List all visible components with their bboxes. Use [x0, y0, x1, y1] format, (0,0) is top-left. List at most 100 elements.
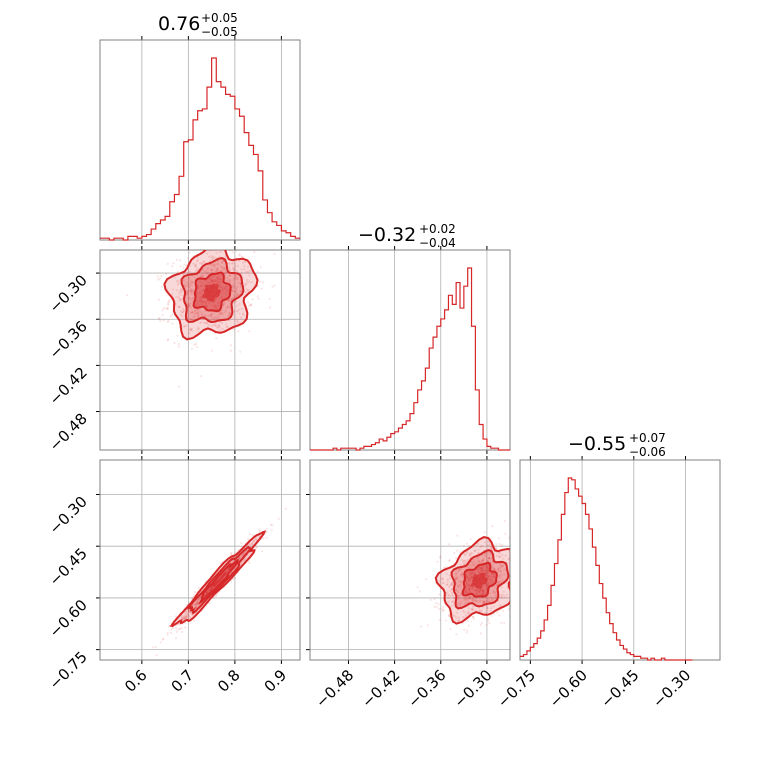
- sample-point: [229, 250, 232, 252]
- sample-point: [456, 570, 459, 574]
- sample-point: [487, 567, 490, 570]
- sample-point: [463, 596, 466, 600]
- sample-point: [188, 332, 191, 335]
- sample-point: [485, 585, 488, 588]
- sample-point: [469, 586, 472, 589]
- sample-point: [500, 573, 503, 576]
- sample-point: [456, 584, 459, 587]
- sample-point: [273, 284, 276, 287]
- sample-point: [211, 304, 214, 307]
- y-tick-label-p3: −0.45: [46, 544, 91, 589]
- sample-point: [469, 571, 472, 574]
- sample-point: [490, 579, 493, 582]
- sample-point: [469, 572, 472, 575]
- sample-point: [248, 269, 251, 273]
- sample-point: [126, 294, 129, 297]
- sample-point: [531, 556, 533, 558]
- sample-point: [176, 270, 179, 274]
- sample-point: [178, 297, 181, 300]
- sample-point: [166, 633, 169, 636]
- sample-point: [182, 279, 186, 282]
- sample-point: [457, 619, 460, 622]
- sample-point: [240, 271, 243, 274]
- sample-point: [229, 281, 232, 284]
- sample-point: [179, 310, 183, 313]
- sample-point: [249, 303, 252, 306]
- sample-point: [191, 289, 194, 292]
- histogram-p2: [310, 267, 510, 451]
- sample-point: [167, 319, 170, 322]
- sample-point: [495, 583, 498, 586]
- title-p1-value: 0.76: [158, 13, 200, 35]
- sample-point: [457, 568, 461, 572]
- sample-point: [211, 275, 214, 278]
- sample-point: [221, 327, 224, 331]
- sample-point: [486, 565, 489, 568]
- sample-point: [165, 272, 168, 276]
- sample-point: [196, 308, 199, 311]
- sample-point: [223, 287, 226, 290]
- sample-point: [465, 582, 468, 585]
- sample-point: [183, 325, 186, 328]
- sample-point: [184, 615, 187, 618]
- sample-point: [468, 612, 471, 615]
- sample-point: [236, 277, 240, 281]
- sample-point: [211, 313, 214, 316]
- sample-point: [481, 592, 484, 595]
- sample-point: [215, 270, 218, 273]
- sample-point: [451, 584, 454, 587]
- sample-point: [497, 567, 500, 570]
- sample-point: [479, 569, 483, 572]
- sample-point: [438, 580, 441, 583]
- sample-point: [187, 613, 190, 616]
- sample-point: [238, 557, 241, 560]
- sample-point: [193, 275, 196, 278]
- sample-point: [249, 543, 252, 546]
- sample-point: [199, 250, 202, 251]
- y-tick-label-p3: −0.30: [46, 493, 91, 538]
- sample-point: [466, 619, 469, 623]
- sample-point: [234, 577, 237, 580]
- sample-point: [182, 325, 186, 328]
- sample-point: [214, 305, 217, 308]
- sample-point: [199, 285, 202, 288]
- sample-point: [460, 573, 463, 576]
- sample-point: [225, 285, 229, 288]
- sample-point: [224, 287, 227, 290]
- sample-point: [448, 585, 451, 589]
- sample-point: [435, 606, 438, 609]
- sample-point: [249, 533, 252, 536]
- sample-point: [265, 530, 268, 533]
- sample-point: [162, 637, 165, 641]
- sample-point: [488, 622, 491, 625]
- sample-point: [471, 615, 474, 619]
- sample-point: [492, 566, 495, 569]
- sample-point: [187, 610, 190, 613]
- sample-point: [499, 576, 502, 579]
- sample-point: [226, 242, 228, 244]
- sample-point: [473, 560, 476, 564]
- sample-point: [206, 304, 209, 307]
- sample-point: [487, 576, 490, 579]
- contour-fill: [209, 571, 228, 592]
- sample-point: [515, 566, 517, 568]
- sample-point: [224, 287, 227, 290]
- sample-point: [240, 316, 243, 319]
- sample-point: [219, 269, 223, 272]
- sample-point: [188, 282, 191, 285]
- sample-point: [487, 619, 490, 622]
- sample-point: [501, 543, 504, 546]
- sample-point: [474, 550, 477, 553]
- sample-point: [478, 589, 482, 592]
- sample-point: [197, 286, 200, 289]
- sample-point: [199, 300, 202, 303]
- sample-point: [498, 614, 501, 617]
- sample-point: [239, 285, 243, 288]
- sample-point: [209, 283, 212, 286]
- sample-point: [466, 565, 469, 568]
- sample-point: [501, 553, 504, 557]
- sample-point: [269, 306, 272, 309]
- sample-point: [450, 582, 453, 585]
- sample-point: [234, 250, 238, 252]
- sample-point: [188, 284, 191, 287]
